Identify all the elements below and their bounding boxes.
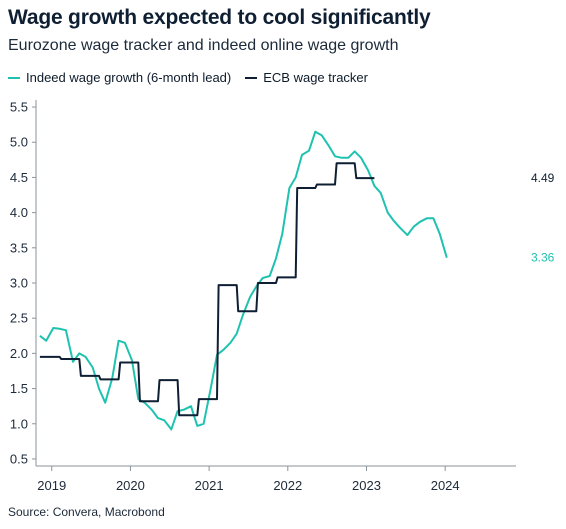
x-tick-label: 2020 <box>116 478 145 493</box>
y-tick-label: 4.0 <box>10 205 28 220</box>
y-tick-label: 1.5 <box>10 381 28 396</box>
ecb-wage-tracker-line <box>39 162 375 417</box>
legend-label-ecb: ECB wage tracker <box>263 70 368 85</box>
legend-label-indeed: Indeed wage growth (6-month lead) <box>26 70 232 85</box>
y-tick-label: 3.0 <box>10 276 28 291</box>
x-tick-label: 2023 <box>352 478 381 493</box>
ecb-end-value-label: 4.49 <box>531 171 555 185</box>
y-tick-label: 4.5 <box>10 170 28 185</box>
chart-subtitle: Eurozone wage tracker and indeed online … <box>8 37 399 54</box>
x-tick-label: 2022 <box>273 478 302 493</box>
legend-item-indeed: Indeed wage growth (6-month lead) <box>8 70 231 85</box>
legend: Indeed wage growth (6-month lead) ECB wa… <box>8 70 382 85</box>
legend-item-ecb: ECB wage tracker <box>245 70 368 85</box>
y-tick-label: 5.0 <box>10 135 28 150</box>
y-tick-label: 1.0 <box>10 416 28 431</box>
y-tick-label: 5.5 <box>10 100 28 115</box>
x-tick-label: 2024 <box>431 478 460 493</box>
indeed-wage-growth-line <box>39 130 448 431</box>
y-tick-label: 2.0 <box>10 346 28 361</box>
y-tick-label: 0.5 <box>10 451 28 466</box>
y-tick-label: 3.5 <box>10 240 28 255</box>
source-note: Source: Convera, Macrobond <box>8 505 165 519</box>
chart-title: Wage growth expected to cool significant… <box>8 6 431 29</box>
x-tick-label: 2019 <box>37 478 66 493</box>
x-tick-label: 2021 <box>195 478 224 493</box>
indeed-end-value-label: 3.36 <box>531 251 555 265</box>
legend-swatch-ecb <box>245 76 258 79</box>
legend-swatch-indeed <box>8 76 20 79</box>
y-tick-label: 2.5 <box>10 311 28 326</box>
